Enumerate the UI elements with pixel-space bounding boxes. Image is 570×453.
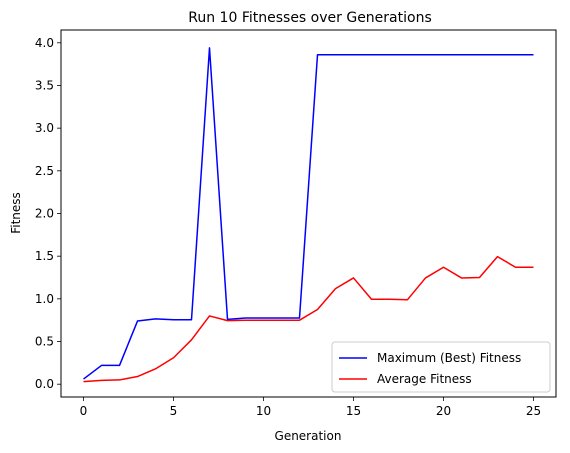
legend-entry-label: Maximum (Best) Fitness — [377, 351, 521, 365]
y-tick-label: 0.0 — [35, 377, 54, 391]
y-tick-label: 4.0 — [35, 36, 54, 50]
legend: Maximum (Best) Fitness Average Fitness — [331, 341, 551, 393]
y-axis-label: Fitness — [9, 192, 23, 234]
x-axis-label: Generation — [275, 429, 342, 443]
x-tick-label: 15 — [346, 404, 361, 418]
x-tick-label: 25 — [526, 404, 541, 418]
legend-entry-label: Average Fitness — [377, 372, 472, 386]
x-axis: 0 5 10 15 20 25 — [80, 397, 541, 418]
series-layer — [83, 47, 534, 383]
chart-title: Run 10 Fitnesses over Generations — [188, 10, 431, 26]
y-tick-label: 1.5 — [35, 249, 54, 263]
x-tick-label: 20 — [436, 404, 451, 418]
y-tick-label: 2.0 — [35, 207, 54, 221]
y-axis: 0.0 0.5 1.0 1.5 2.0 2.5 3.0 3.5 4.0 — [35, 36, 61, 391]
series-line-0 — [83, 47, 534, 380]
legend-box — [331, 341, 551, 393]
y-tick-label: 1.0 — [35, 292, 54, 306]
y-tick-label: 0.5 — [35, 335, 54, 349]
x-tick-label: 0 — [80, 404, 88, 418]
y-tick-label: 3.5 — [35, 78, 54, 92]
series-line-1 — [83, 255, 534, 383]
y-tick-label: 3.0 — [35, 121, 54, 135]
y-tick-label: 2.5 — [35, 164, 54, 178]
x-tick-label: 10 — [256, 404, 271, 418]
plot-area — [61, 30, 556, 397]
x-tick-label: 5 — [170, 404, 178, 418]
